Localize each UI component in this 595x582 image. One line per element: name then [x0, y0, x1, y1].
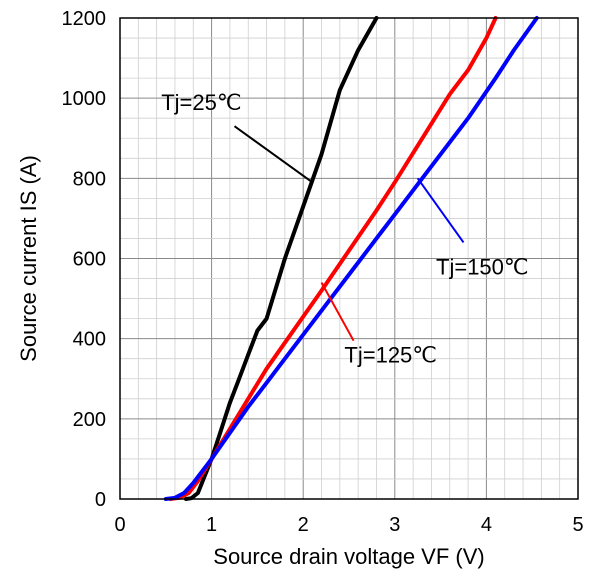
tick-labels: 0 1 2 3 4 5 0 200 400 600 800 1000 1200	[62, 8, 584, 536]
annotation-leader-line	[320, 282, 355, 342]
series-line-2	[168, 16, 498, 501]
series-layer	[163, 16, 539, 501]
series-line-3	[163, 16, 539, 501]
y-axis-label: Source current IS (A)	[16, 155, 41, 362]
annotations: Tj=25℃ Tj=150℃ Tj=125℃	[161, 90, 528, 368]
annotation-leader-line	[233, 125, 313, 184]
y-tick-label: 0	[95, 489, 106, 511]
y-tick-label: 1000	[62, 88, 107, 110]
y-tick-label: 1200	[62, 8, 107, 30]
annotation-leaders	[233, 125, 465, 342]
annotation-label: Tj=125℃	[344, 343, 437, 368]
x-tick-label: 1	[206, 514, 217, 536]
y-tick-label: 400	[73, 329, 106, 351]
annotation-label: Tj=25℃	[161, 90, 241, 115]
y-tick-label: 600	[73, 249, 106, 271]
x-tick-label: 4	[481, 514, 492, 536]
plot-frame	[119, 17, 579, 500]
x-tick-label: 5	[572, 514, 583, 536]
annotation-label: Tj=150℃	[436, 255, 529, 280]
x-tick-label: 0	[114, 514, 125, 536]
x-tick-label: 3	[389, 514, 400, 536]
y-tick-label: 200	[73, 409, 106, 431]
y-tick-label: 800	[73, 168, 106, 190]
x-tick-label: 2	[298, 514, 309, 536]
annotation-leader-line	[416, 177, 465, 244]
series-line-1	[184, 16, 379, 501]
x-axis-label: Source drain voltage VF (V)	[213, 544, 484, 569]
